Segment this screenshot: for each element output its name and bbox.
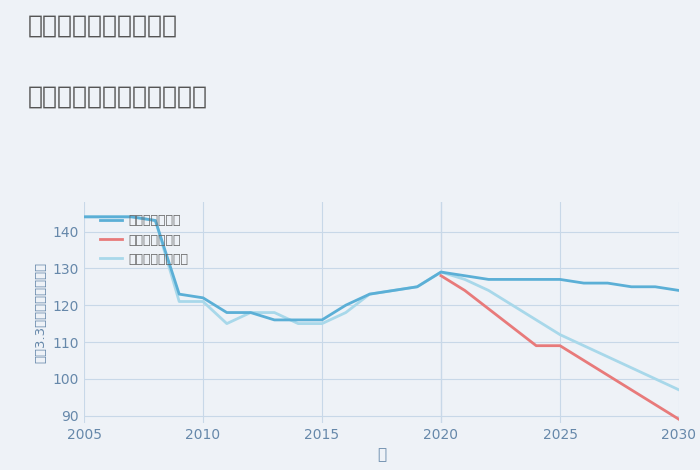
グッドシナリオ [270, 317, 279, 323]
グッドシナリオ [318, 317, 326, 323]
ノーマルシナリオ [532, 317, 540, 323]
ノーマルシナリオ [199, 299, 207, 305]
Y-axis label: 坪（3.3㎡）単価（万円）: 坪（3.3㎡）単価（万円） [34, 262, 47, 363]
グッドシナリオ [223, 310, 231, 315]
グッドシナリオ [246, 310, 255, 315]
バッドシナリオ [508, 324, 517, 330]
グッドシナリオ [199, 295, 207, 301]
グッドシナリオ [413, 284, 421, 290]
グッドシナリオ [675, 288, 683, 293]
ノーマルシナリオ [413, 284, 421, 290]
Line: ノーマルシナリオ: ノーマルシナリオ [84, 217, 679, 390]
X-axis label: 年: 年 [377, 447, 386, 462]
グッドシナリオ [80, 214, 88, 219]
Legend: グッドシナリオ, バッドシナリオ, ノーマルシナリオ: グッドシナリオ, バッドシナリオ, ノーマルシナリオ [96, 211, 192, 270]
Text: 中古マンションの価格推移: 中古マンションの価格推移 [28, 85, 208, 109]
ノーマルシナリオ [461, 276, 469, 282]
ノーマルシナリオ [627, 365, 636, 370]
グッドシナリオ [532, 276, 540, 282]
グッドシナリオ [508, 276, 517, 282]
ノーマルシナリオ [508, 302, 517, 308]
グッドシナリオ [437, 269, 445, 275]
バッドシナリオ [556, 343, 564, 349]
ノーマルシナリオ [294, 321, 302, 327]
グッドシナリオ [580, 280, 588, 286]
グッドシナリオ [651, 284, 659, 290]
ノーマルシナリオ [127, 214, 136, 219]
ノーマルシナリオ [270, 310, 279, 315]
グッドシナリオ [556, 276, 564, 282]
ノーマルシナリオ [651, 376, 659, 382]
グッドシナリオ [627, 284, 636, 290]
グッドシナリオ [127, 214, 136, 219]
ノーマルシナリオ [246, 310, 255, 315]
グッドシナリオ [151, 218, 160, 223]
グッドシナリオ [603, 280, 612, 286]
バッドシナリオ [675, 416, 683, 422]
ノーマルシナリオ [389, 288, 398, 293]
ノーマルシナリオ [484, 288, 493, 293]
ノーマルシナリオ [223, 321, 231, 327]
バッドシナリオ [532, 343, 540, 349]
ノーマルシナリオ [175, 299, 183, 305]
グッドシナリオ [389, 288, 398, 293]
Line: バッドシナリオ: バッドシナリオ [441, 276, 679, 419]
バッドシナリオ [437, 273, 445, 279]
ノーマルシナリオ [556, 332, 564, 337]
グッドシナリオ [294, 317, 302, 323]
ノーマルシナリオ [675, 387, 683, 393]
バッドシナリオ [580, 358, 588, 363]
ノーマルシナリオ [437, 269, 445, 275]
グッドシナリオ [342, 302, 350, 308]
Line: グッドシナリオ: グッドシナリオ [84, 217, 679, 320]
ノーマルシナリオ [342, 310, 350, 315]
バッドシナリオ [651, 402, 659, 407]
ノーマルシナリオ [318, 321, 326, 327]
ノーマルシナリオ [603, 354, 612, 360]
バッドシナリオ [461, 288, 469, 293]
ノーマルシナリオ [365, 291, 374, 297]
グッドシナリオ [461, 273, 469, 279]
バッドシナリオ [627, 387, 636, 393]
グッドシナリオ [365, 291, 374, 297]
バッドシナリオ [603, 372, 612, 378]
ノーマルシナリオ [80, 214, 88, 219]
グッドシナリオ [175, 291, 183, 297]
ノーマルシナリオ [580, 343, 588, 349]
Text: 奈良県橿原市菖蒲町の: 奈良県橿原市菖蒲町の [28, 14, 178, 38]
ノーマルシナリオ [151, 218, 160, 223]
バッドシナリオ [484, 306, 493, 312]
グッドシナリオ [484, 276, 493, 282]
